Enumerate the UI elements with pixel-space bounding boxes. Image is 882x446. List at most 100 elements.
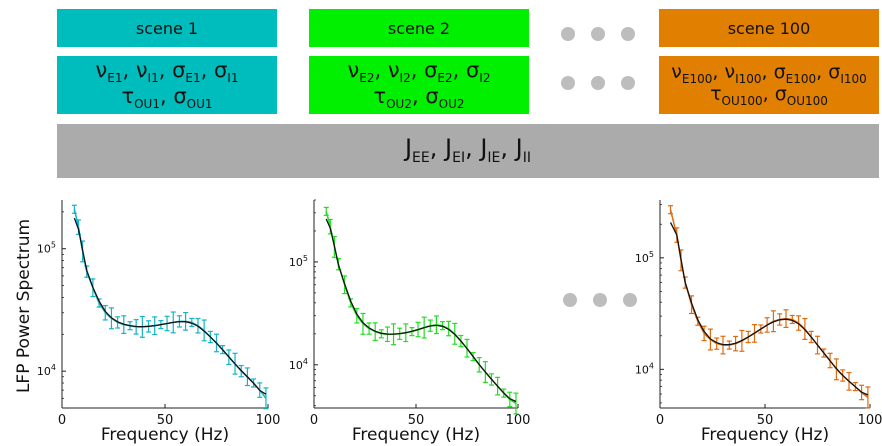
shared-params-bar: JEE, JEI, JIE, JII [57,124,879,178]
chart-2-x-tick-label: 100 [506,413,531,428]
exponent: 4 [303,357,308,366]
param-separator: , [816,60,829,83]
param-subscript: I1 [227,71,239,86]
param-symbol: τ [373,84,387,108]
exponent: 4 [51,363,56,372]
ellipsis-dot-chart-3 [623,293,637,307]
param-subscript: E1 [185,71,201,86]
param-symbol: ν [135,58,148,83]
param-separator: , [429,134,446,163]
y-axis-label: LFP Power Spectrum [14,219,34,393]
chart-3-y-tick-label: 105 [635,250,654,265]
param-symbol: ν [724,60,736,83]
scene-1-title-box: scene 1 [57,9,277,47]
param-separator: , [158,58,173,83]
param-subscript: OU2 [438,97,465,112]
param-separator: , [411,84,426,108]
param-separator: , [159,84,174,108]
param-subscript: OU1 [186,97,213,112]
param-symbol: τ [121,84,135,108]
scene-1-params-line-2: τOU1, σOU1 [121,85,212,111]
param-subscript: E2 [359,71,375,86]
scene-1-title: scene 1 [135,18,199,38]
exponent: 4 [649,361,654,370]
param-subscript: I100 [840,71,867,86]
param-subscript: E100 [681,71,713,86]
param-subscript: EI [452,150,466,167]
ellipsis-dot-chart-2 [593,293,607,307]
chart-3-x-tick-label: 100 [858,413,882,428]
param-separator: , [465,134,481,163]
param-symbol: ν [95,58,108,83]
ellipsis-dot-mid-3 [621,76,635,90]
chart-1-data-line [73,209,267,399]
param-symbol: σ [828,60,841,83]
exponent: 5 [303,254,308,263]
param-separator: , [500,134,516,163]
chart-1-x-tick-label: 0 [58,413,66,428]
ellipsis-dot-top-1 [561,27,575,41]
chart-1-y-tick-label: 104 [37,363,56,378]
scene-100-title-box: scene 100 [659,9,879,47]
scene-100-title: scene 100 [727,18,811,38]
param-subscript: I1 [147,71,159,86]
param-symbol: J [404,134,413,163]
param-subscript: IE [487,150,501,167]
param-symbol: J [480,134,488,163]
param-subscript: EE [412,150,430,167]
ellipsis-dot-chart-1 [563,293,577,307]
scene-2-title: scene 2 [387,18,451,38]
scene-2-params-line-1: νE2, νI2, σE2, σI2 [348,59,491,85]
param-separator: , [712,60,725,83]
chart-1-y-tick-label: 105 [37,241,56,256]
param-symbol: σ [172,58,186,83]
param-subscript: E1 [107,71,123,86]
param-subscript: II [522,150,532,167]
param-symbol: ν [387,58,400,83]
param-subscript: I2 [479,71,491,86]
chart-3-x-tick-label: 50 [757,413,774,428]
ellipsis-dot-mid-1 [561,76,575,90]
param-symbol: σ [465,58,480,83]
exponent: 5 [51,241,56,250]
param-subscript: OU1 [134,97,160,112]
scene-100-params-line-1: νE100, νI100, σE100, σI100 [671,60,867,86]
scene-2-params-line-2: τOU2, σOU2 [373,85,464,111]
chart-2-x-tick-label: 0 [310,413,318,428]
param-symbol: J [515,134,523,163]
chart-3-data-line [669,209,869,398]
param-subscript: I100 [735,71,762,86]
chart-2-y-tick-label: 104 [289,357,308,372]
chart-2-x-axis-label: Frequency (Hz) [352,425,480,445]
scene-2-params-box: νE2, νI2, σE2, σI2 τOU2, σOU2 [309,56,529,114]
chart-3-x-axis-label: Frequency (Hz) [701,425,829,445]
param-symbol: σ [213,58,228,83]
chart-3-y-tick-label: 104 [635,361,654,376]
param-subscript: OU2 [386,97,412,112]
scene-1-params-line-1: νE1, νI1, σE1, σI1 [96,59,239,85]
param-separator: , [122,58,136,83]
scene-100-params-box: νE100, νI100, σE100, σI100 τOU100, σOU10… [659,56,879,114]
chart-2-fit-line [325,218,517,403]
param-separator: , [374,58,388,83]
param-symbol: σ [425,84,439,108]
param-symbol: τ [710,83,722,105]
param-subscript: I2 [399,71,411,86]
shared-params-label: JEE, JEI, JIE, JII [404,134,532,167]
param-separator: , [410,58,425,83]
chart-2-x-tick-label: 50 [408,413,425,428]
ellipsis-dot-mid-2 [591,76,605,90]
chart-1-x-tick-label: 100 [256,413,281,428]
chart-3-fit-line [669,222,869,396]
param-symbol: σ [173,84,187,108]
param-separator: , [762,83,775,105]
chart-1-x-axis-label: Frequency (Hz) [101,425,229,445]
chart-3-x-tick-label: 0 [656,413,664,428]
param-subscript: OU100 [786,93,828,108]
scene-100-params-line-2: τOU100, σOU100 [710,83,828,108]
param-subscript: E2 [437,71,453,86]
param-symbol: σ [424,58,438,83]
param-symbol: ν [347,58,360,83]
scene-1-params-box: νE1, νI1, σE1, σI1 τOU1, σOU1 [57,56,277,114]
